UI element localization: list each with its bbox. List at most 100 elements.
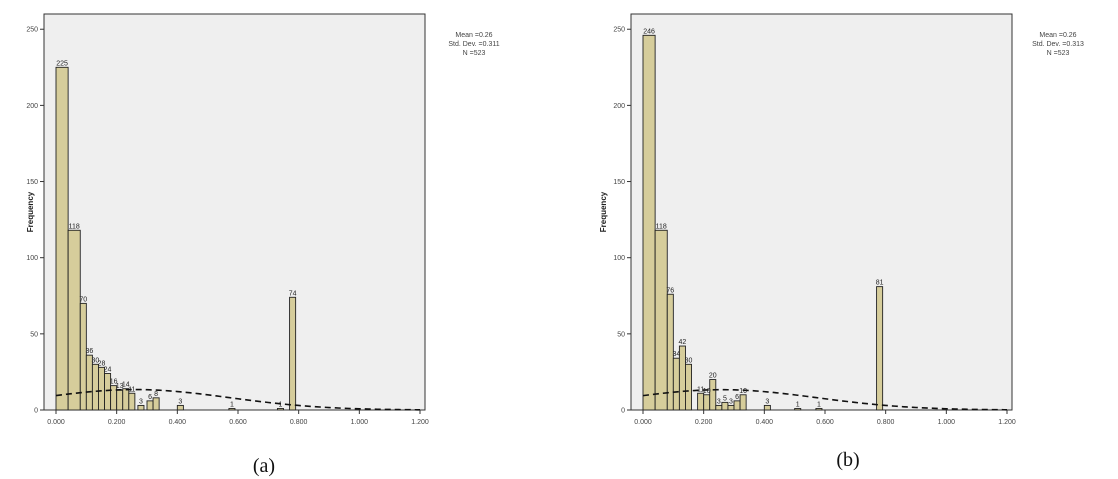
- bar-11: [137, 404, 145, 411]
- plot-background: [630, 13, 1013, 411]
- bar-label-6: 24: [104, 366, 112, 373]
- bar-0: [642, 34, 656, 411]
- x-tick-label-4: 0.800: [290, 419, 308, 426]
- y-tick-label-4: 200: [613, 103, 625, 110]
- x-tick-label-1: 0.200: [695, 419, 713, 426]
- bar-14: [763, 404, 771, 411]
- y-tick-label-2: 100: [613, 255, 625, 262]
- bar-label-2: 76: [666, 287, 674, 294]
- bar-17: [289, 296, 297, 411]
- bar-label-3: 34: [672, 351, 680, 358]
- bar-label-13: 8: [154, 391, 158, 398]
- x-axis-ticks: 0.000 0.200 0.400 0.600 0.800 1.000 1.200: [634, 410, 1016, 426]
- x-tick-label-6: 1.200: [998, 419, 1016, 426]
- bar-5: [685, 363, 692, 411]
- stats-box: Mean =0.26 Std. Dev. =0.311 N =523: [448, 32, 499, 57]
- x-tick-label-3: 0.600: [229, 419, 247, 426]
- bar-3: [672, 357, 680, 411]
- bar-7: [703, 394, 711, 411]
- x-tick-label-2: 0.400: [756, 419, 774, 426]
- y-tick-label-4: 200: [26, 103, 38, 110]
- plot-background: [43, 13, 426, 411]
- bar-16: [276, 408, 284, 411]
- bar-4: [91, 363, 99, 411]
- bar-1: [67, 229, 81, 411]
- bar-label-5: 30: [685, 357, 693, 364]
- bar-11: [727, 404, 735, 411]
- bar-label-1: 118: [69, 223, 80, 230]
- panel-caption: (b): [836, 449, 859, 471]
- bar-label-6: 11: [697, 386, 704, 393]
- bar-15: [228, 408, 236, 411]
- bar-label-5: 28: [98, 360, 106, 367]
- bar-2: [666, 293, 674, 411]
- x-tick-label-3: 0.600: [816, 419, 834, 426]
- x-tick-label-4: 0.800: [877, 419, 895, 426]
- y-tick-label-0: 0: [621, 408, 625, 415]
- stat-std-dev: Std. Dev. =0.313: [1032, 41, 1084, 48]
- bar-label-1: 118: [656, 223, 667, 230]
- bar-label-8: 13: [116, 383, 124, 390]
- bar-15: [794, 408, 802, 411]
- bar-label-12: 6: [735, 394, 739, 401]
- x-tick-label-0: 0.000: [634, 419, 652, 426]
- bar-label-3: 36: [85, 348, 93, 355]
- bar-label-10: 11: [128, 386, 135, 393]
- stats-box: Mean =0.26 Std. Dev. =0.313 N =523: [1032, 32, 1084, 57]
- bar-8: [116, 389, 124, 411]
- bar-label-9: 14: [122, 382, 130, 389]
- y-tick-label-2: 100: [26, 255, 38, 262]
- bar-12: [146, 400, 154, 411]
- bar-13: [739, 394, 747, 411]
- bars-group: [642, 34, 884, 411]
- x-tick-label-5: 1.000: [938, 419, 956, 426]
- bar-label-17: 74: [289, 290, 297, 297]
- x-tick-label-2: 0.400: [169, 419, 187, 426]
- y-tick-label-1: 50: [30, 331, 38, 338]
- bar-1: [654, 229, 668, 411]
- bar-label-4: 30: [92, 357, 100, 364]
- y-tick-label-3: 150: [613, 179, 625, 186]
- bar-label-13: 10: [739, 388, 747, 395]
- x-tick-label-5: 1.000: [351, 419, 369, 426]
- y-axis-label: Frequency: [599, 191, 608, 232]
- stat-mean: Mean =0.26: [1039, 32, 1076, 39]
- bar-label-16: 1: [279, 401, 283, 408]
- bar-10: [721, 401, 729, 411]
- y-tick-label-5: 250: [26, 27, 38, 34]
- bar-label-0: 225: [56, 60, 68, 67]
- bar-label-7: 16: [110, 379, 118, 386]
- bar-5: [98, 366, 105, 411]
- bar-label-9: 3: [717, 398, 721, 405]
- bar-16: [815, 408, 823, 411]
- bar-label-17: 81: [876, 280, 884, 287]
- bar-6: [697, 392, 705, 411]
- bar-label-10: 5: [723, 395, 727, 402]
- panel-caption: (a): [253, 455, 275, 477]
- x-axis-ticks: 0.000 0.200 0.400 0.600 0.800 1.000 1.200: [47, 410, 429, 426]
- y-tick-label-3: 150: [26, 179, 38, 186]
- bar-label-0: 246: [643, 28, 655, 35]
- bar-2: [79, 302, 87, 411]
- bars-group: [55, 66, 297, 411]
- bar-8: [709, 379, 717, 411]
- bar-label-15: 1: [796, 401, 800, 408]
- bar-0: [55, 66, 69, 411]
- bar-9: [715, 404, 723, 411]
- bar-17: [876, 286, 884, 411]
- y-axis-ticks: 0 50 100 150 200 250: [613, 27, 631, 415]
- y-tick-label-1: 50: [617, 331, 625, 338]
- stat-std-dev: Std. Dev. =0.311: [448, 41, 499, 48]
- x-tick-label-1: 0.200: [108, 419, 126, 426]
- stat-mean: Mean =0.26: [455, 32, 492, 39]
- bar-label-2: 70: [79, 296, 87, 303]
- bar-label-12: 6: [148, 394, 152, 401]
- bar-label-7: 10: [703, 388, 711, 395]
- x-tick-label-6: 1.200: [411, 419, 429, 426]
- bar-12: [733, 400, 741, 411]
